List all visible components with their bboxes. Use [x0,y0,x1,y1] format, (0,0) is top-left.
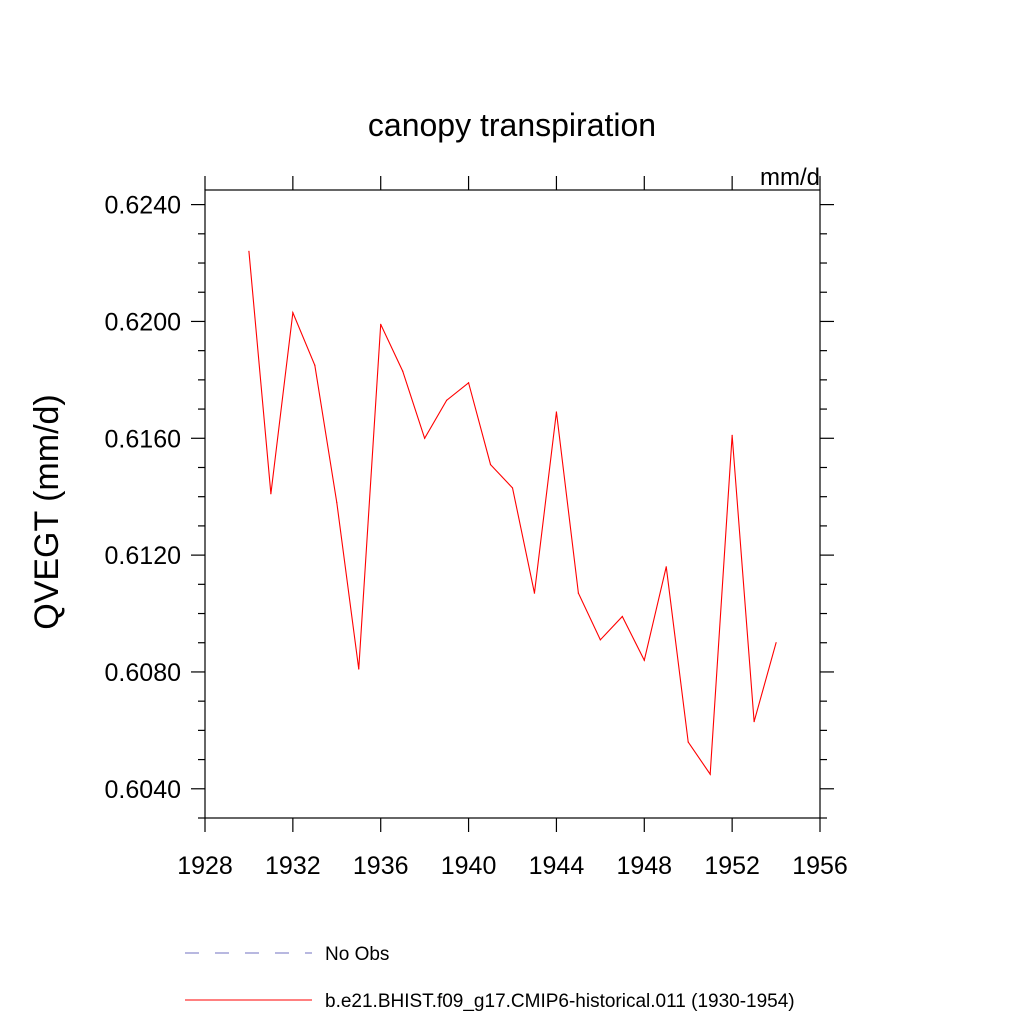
units-label: mm/d [760,164,820,191]
data-point [775,642,777,644]
x-tick-label: 1932 [265,852,321,880]
data-point [643,659,645,661]
data-point [533,592,536,594]
x-tick-label: 1928 [177,852,233,880]
chart-title: canopy transpiration [368,107,656,143]
data-point [489,463,492,466]
data-point [446,399,448,401]
x-tick-label: 1940 [441,852,497,880]
legend-label: No Obs [325,944,389,965]
x-tick-label: 1948 [616,852,672,880]
x-axis: 1928 1932 1936 1940 1944 1948 1952 1956 [177,176,848,880]
data-point [358,668,360,670]
data-point [424,437,426,439]
y-tick-label: 0.6200 [105,308,181,336]
data-point [687,741,689,743]
data-point [709,773,711,775]
data-point [270,493,272,495]
legend: No Obs b.e21.BHIST.f09_g17.CMIP6-historic… [185,944,795,1012]
data-point [599,639,601,641]
data-point [292,312,294,314]
y-tick-label: 0.6080 [105,659,181,687]
data-point [577,592,579,594]
plot-frame [204,189,821,819]
data-point [336,501,338,504]
data-point [621,615,623,618]
data-point [555,411,558,413]
series-layer [248,250,777,776]
x-tick-label: 1956 [792,852,848,880]
series-line [248,251,777,776]
data-point [402,370,404,372]
y-tick-label: 0.6240 [105,192,181,220]
data-point [665,566,667,568]
data-point [753,721,755,723]
y-axis-label: QVEGT (mm/d) [28,394,66,630]
y-tick-label: 0.6040 [105,776,181,804]
data-point [248,250,250,252]
x-tick-label: 1952 [704,852,760,880]
data-point [314,364,316,366]
data-point [380,323,382,325]
legend-label: b.e21.BHIST.f09_g17.CMIP6-historical.011… [325,991,795,1012]
y-tick-label: 0.6120 [105,542,181,570]
data-point [467,382,470,384]
y-axis: 0.6040 0.6080 0.6120 0.6160 0.6200 0.6240 [105,192,834,819]
data-point [731,434,733,436]
x-tick-label: 1936 [353,852,409,880]
y-tick-label: 0.6160 [105,425,181,453]
x-tick-label: 1944 [529,852,585,880]
data-point [511,487,514,489]
